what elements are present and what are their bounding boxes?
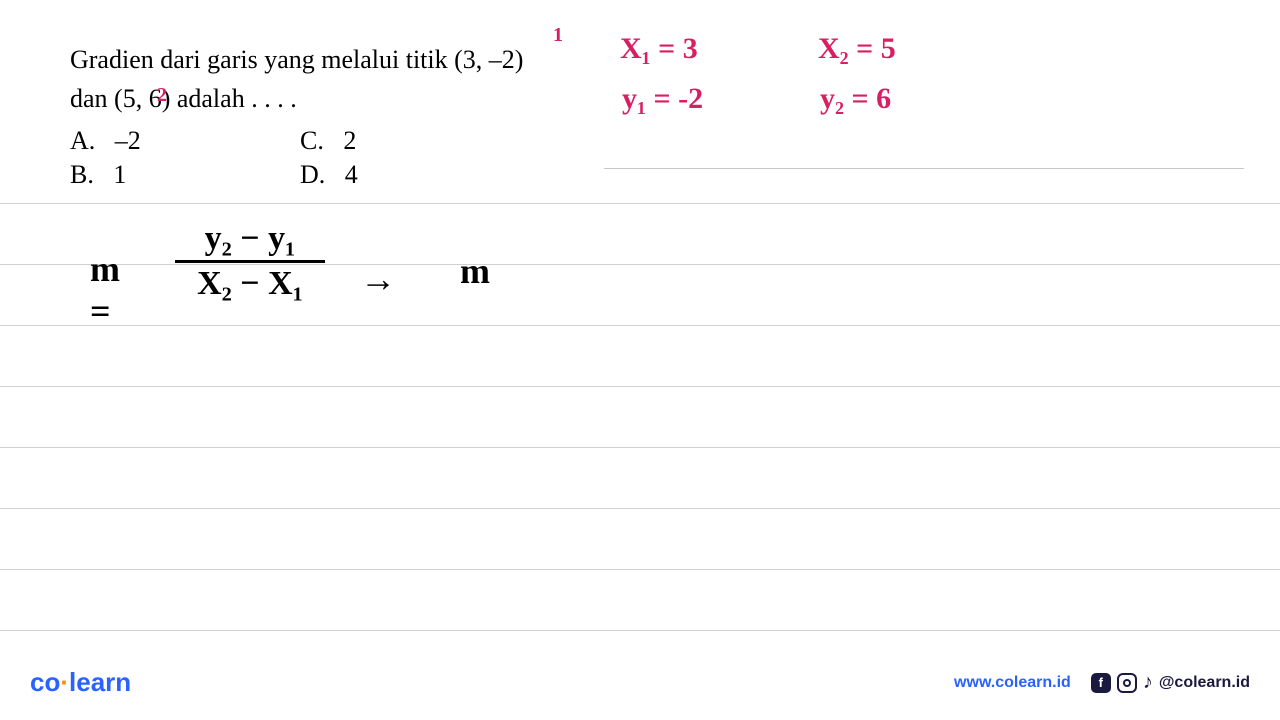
tiktok-icon: ♪ [1143, 671, 1153, 694]
options-block: A. –2 C. 2 B. 1 D. 4 [70, 126, 420, 194]
paper-short-line [604, 168, 1244, 169]
facebook-icon: f [1091, 673, 1111, 693]
footer-right: www.colearn.id f ♪ @colearn.id [954, 671, 1250, 694]
annotation-y1: y₁ = -2 [622, 82, 703, 116]
option-row: B. 1 D. 4 [70, 160, 420, 190]
social-icons: f ♪ @colearn.id [1091, 671, 1250, 694]
footer: co·learn www.colearn.id f ♪ @colearn.id [0, 667, 1280, 698]
paper-line [0, 569, 1280, 570]
option-b: B. 1 [70, 160, 300, 190]
logo-part2: learn [69, 667, 131, 697]
paper-line [0, 386, 1280, 387]
formula-rhs: m [460, 250, 490, 292]
paper-line [0, 203, 1280, 204]
social-handle: @colearn.id [1159, 674, 1250, 692]
formula-fraction: y₂ − y₁ X₂ − X₁ [175, 220, 325, 303]
formula-denominator: X₂ − X₁ [175, 265, 325, 303]
question-line1: Gradien dari garis yang melalui titik (3… [70, 40, 523, 79]
annotation-x1: X₁ = 3 [620, 32, 698, 66]
annotation-mark-2: 2 [157, 84, 167, 107]
arrow-icon: → [360, 258, 396, 300]
logo-part1: co [30, 667, 60, 697]
question-block: Gradien dari garis yang melalui titik (3… [70, 40, 523, 118]
annotation-y2: y₂ = 6 [820, 82, 891, 116]
paper-line [0, 630, 1280, 631]
option-a: A. –2 [70, 126, 300, 156]
paper-line [0, 508, 1280, 509]
annotation-mark-1: 1 [553, 24, 563, 47]
question-line2: dan (5, 6) adalah . . . . [70, 79, 523, 118]
logo-dot: · [60, 667, 69, 697]
option-d: D. 4 [300, 160, 420, 190]
logo: co·learn [30, 667, 131, 698]
annotation-x2: X₂ = 5 [818, 32, 896, 66]
formula-numerator: y₂ − y₁ [175, 220, 325, 258]
option-row: A. –2 C. 2 [70, 126, 420, 156]
instagram-icon [1117, 673, 1137, 693]
option-c: C. 2 [300, 126, 420, 156]
paper-line [0, 325, 1280, 326]
paper-line [0, 447, 1280, 448]
website-url: www.colearn.id [954, 674, 1071, 692]
formula-fraction-line [175, 260, 325, 263]
formula-lhs: m = [90, 248, 120, 332]
